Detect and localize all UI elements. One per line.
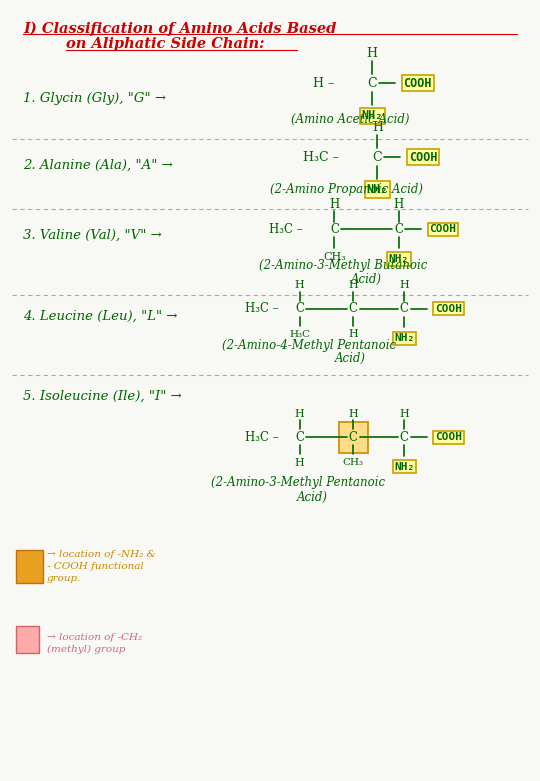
Text: H: H	[295, 458, 305, 468]
Text: COOH: COOH	[403, 77, 432, 90]
FancyBboxPatch shape	[16, 550, 43, 583]
Text: (2-Amino-3-Methyl Pentanoic: (2-Amino-3-Methyl Pentanoic	[211, 476, 385, 489]
Text: C: C	[400, 302, 409, 316]
Text: NH₂: NH₂	[394, 462, 414, 472]
Text: NH₂: NH₂	[361, 109, 383, 123]
Text: H: H	[329, 198, 340, 211]
Text: COOH: COOH	[409, 151, 437, 163]
Text: COOH: COOH	[435, 432, 462, 442]
Text: H: H	[348, 408, 358, 419]
Text: NH₂: NH₂	[394, 333, 414, 344]
Text: Acid): Acid)	[297, 491, 328, 505]
FancyBboxPatch shape	[339, 422, 368, 453]
Text: (2-Amino-4-Methyl Pentanoic: (2-Amino-4-Methyl Pentanoic	[221, 339, 396, 352]
Text: H: H	[400, 408, 409, 419]
Text: H: H	[372, 121, 383, 134]
Text: COOH: COOH	[429, 224, 456, 234]
Text: H –: H –	[313, 77, 334, 90]
Text: H: H	[394, 198, 404, 211]
Text: H₃C: H₃C	[289, 330, 310, 339]
Text: C: C	[349, 302, 358, 316]
Text: C: C	[295, 302, 304, 316]
Text: → location of -CH₂
(methyl) group: → location of -CH₂ (methyl) group	[47, 633, 142, 654]
Text: Acid): Acid)	[334, 352, 366, 365]
Text: C: C	[373, 151, 382, 163]
Text: (2-Amino Propanoic Acid): (2-Amino Propanoic Acid)	[270, 184, 423, 196]
Text: H₃C –: H₃C –	[303, 151, 339, 163]
Text: 2. Alanine (Ala), "A" →: 2. Alanine (Ala), "A" →	[23, 159, 173, 171]
Text: C: C	[394, 223, 403, 236]
Text: NH₂: NH₂	[389, 254, 409, 264]
Text: H: H	[348, 330, 358, 340]
Text: COOH: COOH	[435, 304, 462, 314]
Text: 3. Valine (Val), "V" →: 3. Valine (Val), "V" →	[23, 228, 161, 241]
Text: C: C	[367, 77, 377, 90]
Text: CH₃: CH₃	[343, 458, 364, 467]
Text: → location of -NH₂ &
- COOH functional
group.: → location of -NH₂ & - COOH functional g…	[47, 550, 156, 583]
Text: C: C	[330, 223, 339, 236]
Text: H: H	[295, 408, 305, 419]
Text: H: H	[348, 280, 358, 291]
Text: H: H	[400, 280, 409, 291]
Text: H₃C –: H₃C –	[269, 223, 303, 236]
Text: H₃C –: H₃C –	[245, 430, 279, 444]
Text: H: H	[295, 280, 305, 291]
Text: I) Classification of Amino Acids Based: I) Classification of Amino Acids Based	[23, 21, 336, 36]
Text: C: C	[295, 430, 304, 444]
Text: (2-Amino-3-Methyl Butanoic: (2-Amino-3-Methyl Butanoic	[259, 259, 428, 273]
Text: H: H	[367, 47, 377, 60]
Text: C: C	[349, 430, 358, 444]
FancyBboxPatch shape	[16, 626, 39, 653]
Text: H₃C –: H₃C –	[245, 302, 279, 316]
Text: (Amino Acetic Acid): (Amino Acetic Acid)	[292, 113, 410, 127]
Text: C: C	[400, 430, 409, 444]
Text: 4. Leucine (Leu), "L" →: 4. Leucine (Leu), "L" →	[23, 310, 177, 323]
Text: NH₂: NH₂	[367, 184, 388, 196]
Text: 1. Glycin (Gly), "G" →: 1. Glycin (Gly), "G" →	[23, 92, 166, 105]
Text: on Aliphatic Side Chain:: on Aliphatic Side Chain:	[66, 37, 265, 52]
Text: Acid): Acid)	[350, 273, 382, 286]
Text: 5. Isoleucine (Ile), "I" →: 5. Isoleucine (Ile), "I" →	[23, 390, 181, 402]
Text: CH₃: CH₃	[323, 251, 346, 262]
